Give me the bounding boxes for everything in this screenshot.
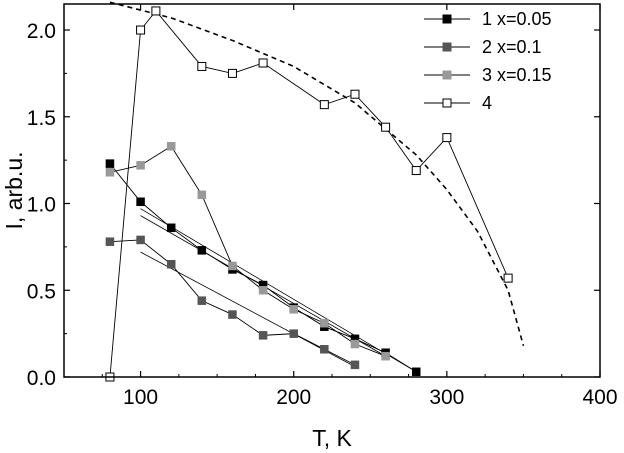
x-axis-label: T, K [312, 425, 352, 451]
legend-marker-4 [442, 98, 452, 108]
legend-marker-2 [442, 42, 452, 52]
series-2-point [228, 310, 237, 319]
axes-layer: 100 200 300 400 0.0 0.5 1.0 1.5 2.0 [27, 4, 618, 409]
series-1-point [166, 223, 176, 233]
y-tick-label: 0.0 [27, 367, 56, 390]
series-1-point [197, 246, 207, 255]
x-tick-label: 100 [123, 386, 158, 409]
series-4-point [503, 273, 513, 283]
series-4-point [411, 166, 421, 176]
series-3-point [320, 318, 329, 328]
x-tick-label: 400 [582, 386, 617, 409]
series-4-point [442, 133, 452, 143]
series-2-point [320, 344, 329, 354]
series-4-point [197, 61, 207, 71]
series-4-point [151, 6, 161, 16]
series-layer [105, 6, 513, 382]
series-2-point [166, 259, 176, 269]
series-3-point [197, 190, 207, 200]
x-tick-label: 300 [429, 386, 464, 409]
legend-marker-1 [442, 14, 452, 24]
series-4-point [381, 122, 391, 132]
series-4-point [136, 25, 146, 35]
series-3-point [166, 142, 176, 151]
series-3-point [105, 168, 115, 177]
series-4-point [350, 89, 360, 99]
series-3-point [136, 161, 145, 170]
series-2-point [197, 296, 207, 305]
series-3-line [109, 145, 386, 357]
series-1-point [136, 197, 145, 207]
y-tick-label: 0.5 [27, 280, 56, 303]
series-2-point [105, 237, 115, 246]
fit-line-3 [140, 251, 356, 367]
series-4-point [227, 68, 237, 78]
series-2-point [136, 235, 145, 245]
y-tick-label: 1.0 [27, 194, 56, 217]
legend: 1 x=0.05 2 x=0.1 3 x=0.15 4 [424, 9, 552, 113]
y-axis-label: I, arb.u. [1, 152, 27, 230]
series-3-point [381, 351, 390, 361]
x-tick-label: 200 [276, 386, 311, 409]
series-3-point [258, 286, 268, 295]
series-1-point [105, 159, 115, 168]
y-tick-label: 1.5 [27, 107, 56, 130]
y-tick-label: 2.0 [27, 20, 56, 43]
legend-label-4: 4 [482, 93, 492, 113]
legend-marker-3 [442, 70, 452, 80]
series-3-point [289, 305, 298, 314]
series-4-point [258, 58, 268, 68]
fit-line-1 [140, 208, 417, 373]
legend-label-1: 1 x=0.05 [482, 9, 552, 29]
series-3-point [350, 339, 360, 349]
series-4-point [319, 100, 329, 110]
series-1-point [411, 367, 421, 377]
legend-label-2: 2 x=0.1 [482, 37, 542, 57]
series-2-point [350, 360, 360, 370]
series-2-point [289, 329, 298, 338]
legend-label-3: 3 x=0.15 [482, 65, 552, 85]
series-2-point [258, 331, 268, 340]
series-3-point [228, 261, 237, 271]
